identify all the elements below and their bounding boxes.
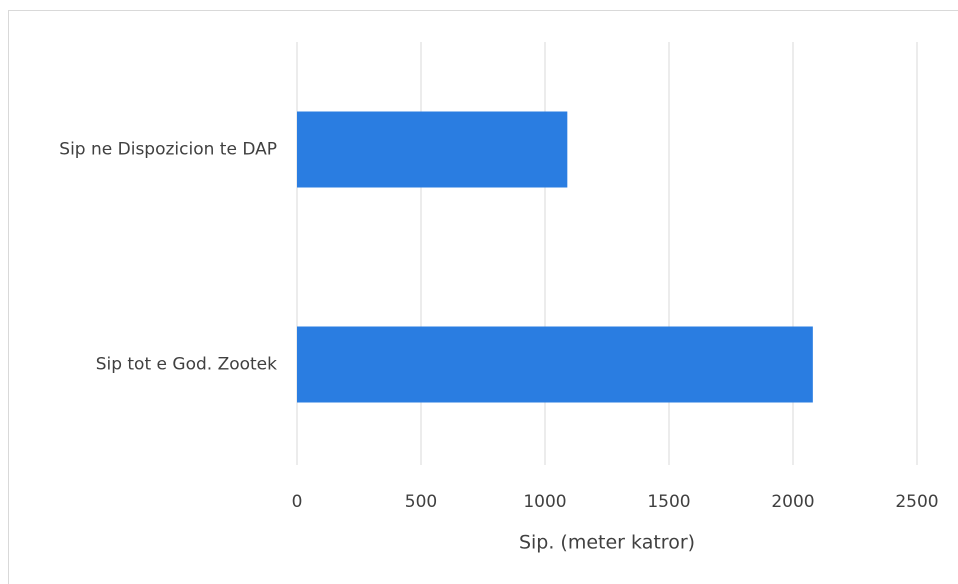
x-axis-label: Sip. (meter katror) xyxy=(519,532,695,554)
y-tick-label: Sip tot e God. Zootek xyxy=(96,355,277,375)
x-tick-label: 2000 xyxy=(771,492,814,512)
x-tick-label: 1500 xyxy=(647,492,690,512)
x-tick-label: 0 xyxy=(292,492,303,512)
x-tick-label: 1000 xyxy=(523,492,566,512)
bar xyxy=(297,111,568,188)
y-tick-label: Sip ne Dispozicion te DAP xyxy=(59,140,277,160)
bar xyxy=(297,326,813,403)
x-tick-label: 2500 xyxy=(895,492,938,512)
chart-border xyxy=(8,10,958,584)
x-tick-label: 500 xyxy=(405,492,437,512)
